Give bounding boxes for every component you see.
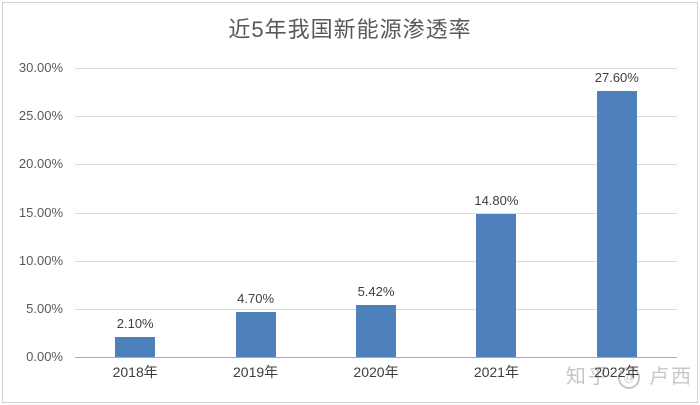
watermark-user: 卢西 <box>649 366 693 388</box>
y-tick-label: 10.00% <box>18 252 63 268</box>
y-tick-label: 20.00% <box>18 156 63 172</box>
gridline <box>75 260 677 262</box>
y-tick-label: 15.00% <box>18 204 63 220</box>
plot-area: 0.00% 5.00% 10.00% 15.00% 20.00% 25.00% 30.00%… <box>3 3 697 402</box>
bar-2019年 <box>235 311 276 357</box>
bar-2020年 <box>356 304 396 357</box>
y-tick-label: 25.00% <box>18 108 63 124</box>
x-tick-label: 2019年 <box>233 364 279 380</box>
x-tick-label: 2022年 <box>594 364 640 380</box>
gridline <box>75 68 677 69</box>
watermark-brand: 知乎 <box>565 366 610 388</box>
bar-2018年 <box>115 336 156 357</box>
bar-2022年 <box>596 91 637 357</box>
x-tick-label: 2021年 <box>473 364 519 380</box>
x-axis-line <box>75 357 677 358</box>
x-tick-label: 2018年 <box>112 364 158 380</box>
data-label: 14.80% <box>474 193 519 209</box>
x-tick-label: 2020年 <box>353 364 399 380</box>
y-tick-label: 30.00% <box>18 60 63 75</box>
gridline <box>75 212 677 214</box>
y-tick-label: 0.00% <box>26 349 63 364</box>
gridline <box>75 164 677 166</box>
bar-2021年 <box>476 214 517 357</box>
y-tick-label: 5.00% <box>26 300 63 316</box>
data-label: 4.70% <box>237 290 275 306</box>
data-label: 2.10% <box>116 315 154 331</box>
chart-title: 近5年我国新能源渗透率 <box>228 17 472 42</box>
data-label: 5.42% <box>357 283 395 299</box>
data-label: 27.60% <box>594 70 639 86</box>
gridline <box>75 116 677 118</box>
watermark: 知乎 @ 卢西 <box>566 360 693 389</box>
at-circle-icon: @ <box>618 367 641 389</box>
